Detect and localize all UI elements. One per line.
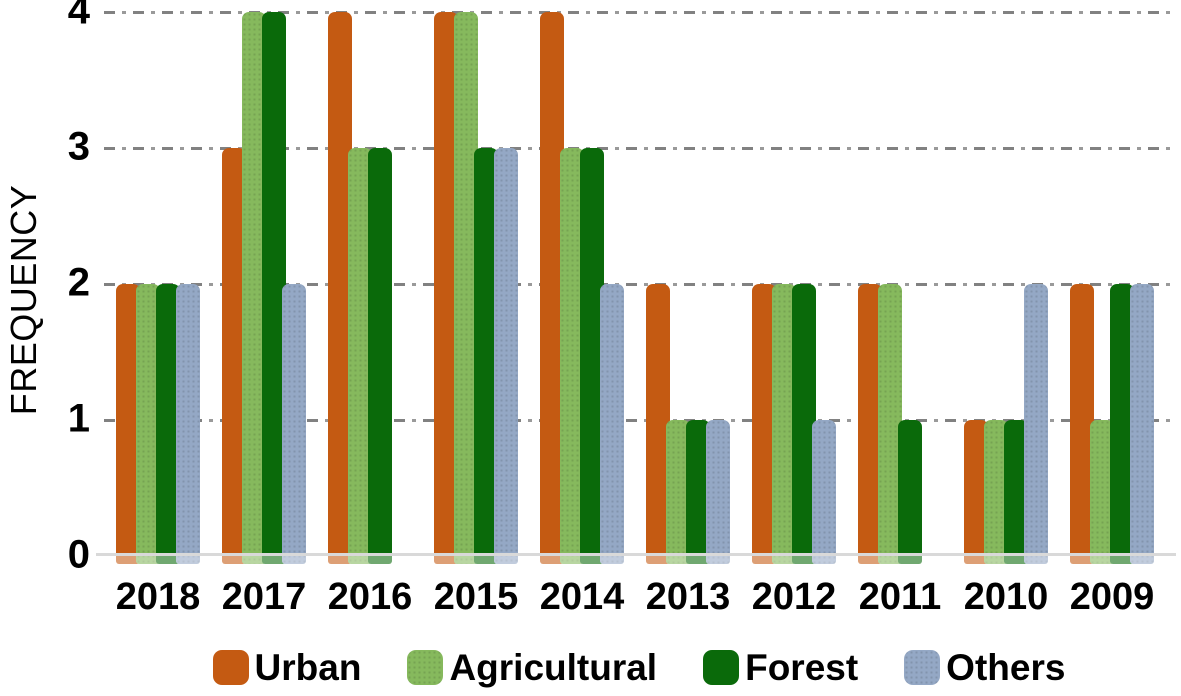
bar-others-2010 — [1024, 284, 1048, 564]
x-tick-label-2014: 2014 — [539, 576, 625, 618]
bar-others-2018 — [176, 284, 200, 564]
bar-others-2015 — [494, 148, 518, 564]
y-tick-label-2: 2 — [67, 260, 90, 305]
x-axis-baseline — [96, 553, 1176, 556]
legend-label-agricultural: Agricultural — [449, 646, 658, 688]
x-tick-label-2016: 2016 — [327, 576, 413, 618]
bar-others-2012 — [812, 420, 836, 564]
y-tick-label-4: 4 — [67, 0, 90, 33]
legend-label-others: Others — [946, 646, 1066, 688]
below-axis-fade — [96, 556, 1176, 565]
legend-item-others: Others — [904, 649, 1065, 686]
x-tick-label-2012: 2012 — [751, 576, 837, 618]
legend-item-urban: Urban — [212, 646, 362, 688]
x-tick-label-2018: 2018 — [115, 576, 201, 618]
chart-legend: Urban Agricultural Forest Others — [104, 643, 1174, 691]
gridline-2 — [104, 283, 1174, 286]
gridline-1 — [104, 419, 1174, 422]
x-tick-label-2010: 2010 — [963, 576, 1049, 618]
x-tick-label-2017: 2017 — [221, 576, 307, 618]
y-tick-label-3: 3 — [67, 124, 90, 169]
gridline-4 — [104, 11, 1174, 14]
y-tick-label-0: 0 — [67, 532, 90, 577]
x-tick-label-2015: 2015 — [433, 576, 519, 618]
x-tick-label-2009: 2009 — [1069, 576, 1155, 618]
legend-swatch-urban — [212, 649, 249, 685]
y-axis-title: FREQUENCY — [3, 184, 44, 416]
bar-others-2009 — [1130, 284, 1154, 564]
bar-others-2013 — [706, 420, 730, 564]
gridline-3 — [104, 147, 1174, 150]
bar-others-2014 — [600, 284, 624, 564]
legend-label-urban: Urban — [254, 646, 362, 688]
legend-item-agricultural: Agricultural — [407, 649, 657, 686]
bar-forest-2011 — [898, 420, 922, 564]
legend-item-forest: Forest — [703, 649, 858, 686]
bar-others-2017 — [282, 284, 306, 564]
x-tick-label-2013: 2013 — [645, 576, 731, 618]
bar-forest-2016 — [368, 148, 392, 564]
legend-swatch-forest — [703, 649, 740, 685]
legend-swatch-others — [904, 649, 941, 685]
y-tick-label-1: 1 — [67, 396, 90, 441]
legend-label-forest: Forest — [745, 646, 859, 688]
legend-swatch-agricultural — [407, 649, 444, 685]
x-tick-label-2011: 2011 — [858, 576, 942, 618]
